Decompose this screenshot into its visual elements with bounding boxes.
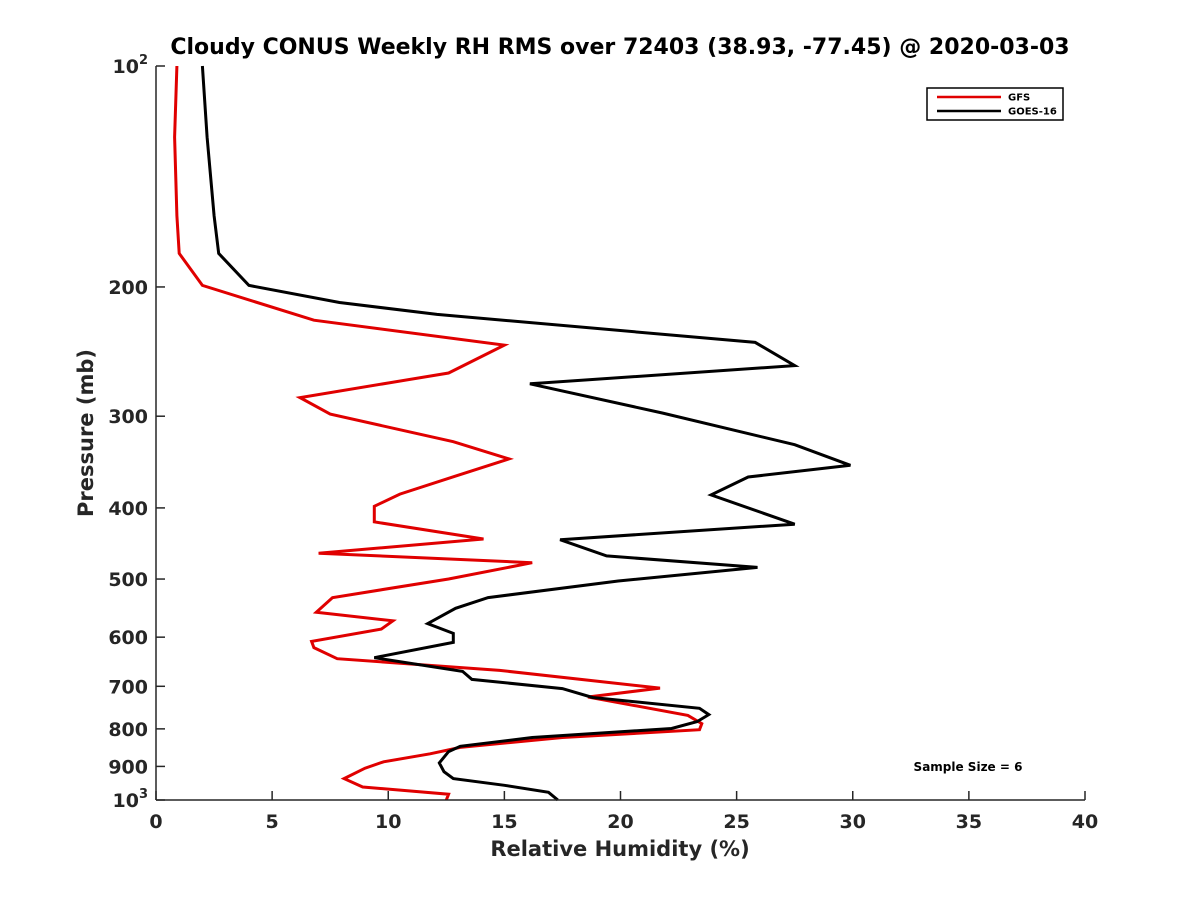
y-axis-label: Pressure (mb)	[74, 349, 98, 517]
x-tick-label: 25	[723, 811, 749, 833]
legend-label-goes-16: GOES-16	[1008, 107, 1057, 118]
y-tick-label: 200	[108, 277, 148, 299]
y-tick-label: 102	[113, 53, 149, 78]
plot-area: 0 5 10 15 20 25 30 35 40 102 200 300 400 500 600 700 80…	[108, 53, 1098, 833]
series-line-goes-16	[200, 65, 851, 802]
legend-box	[926, 87, 1064, 121]
x-tick-label: 30	[840, 811, 866, 833]
y-tick-label: 300	[108, 406, 148, 428]
plot-background	[156, 66, 1085, 800]
y-tick-label: 600	[108, 627, 148, 649]
series-layer	[173, 65, 851, 802]
y-tick-label: 500	[108, 569, 148, 591]
y-axis-ticks: 102 200 300 400 500 600 700 800 900 103	[108, 53, 165, 812]
y-tick-label: 103	[113, 787, 149, 812]
x-tick-label: 0	[149, 811, 162, 833]
legend: GFS GOES-16	[926, 87, 1064, 121]
x-tick-label: 10	[375, 811, 401, 833]
y-tick-label: 900	[108, 756, 148, 778]
x-tick-label: 5	[266, 811, 279, 833]
x-tick-label: 15	[491, 811, 517, 833]
x-tick-label: 40	[1072, 811, 1098, 833]
x-tick-label: 20	[607, 811, 633, 833]
x-axis-label: Relative Humidity (%)	[490, 837, 749, 861]
y-tick-label: 700	[108, 676, 148, 698]
chart-title: Cloudy CONUS Weekly RH RMS over 72403 (3…	[170, 35, 1069, 60]
y-tick-label: 800	[108, 719, 148, 741]
x-tick-label: 35	[956, 811, 982, 833]
sample-size-annotation: Sample Size = 6	[914, 760, 1023, 774]
y-tick-label: 400	[108, 498, 148, 520]
x-axis-ticks: 0 5 10 15 20 25 30 35 40	[149, 791, 1098, 833]
legend-items: GFS GOES-16	[937, 93, 1057, 118]
legend-label-gfs: GFS	[1008, 93, 1030, 104]
